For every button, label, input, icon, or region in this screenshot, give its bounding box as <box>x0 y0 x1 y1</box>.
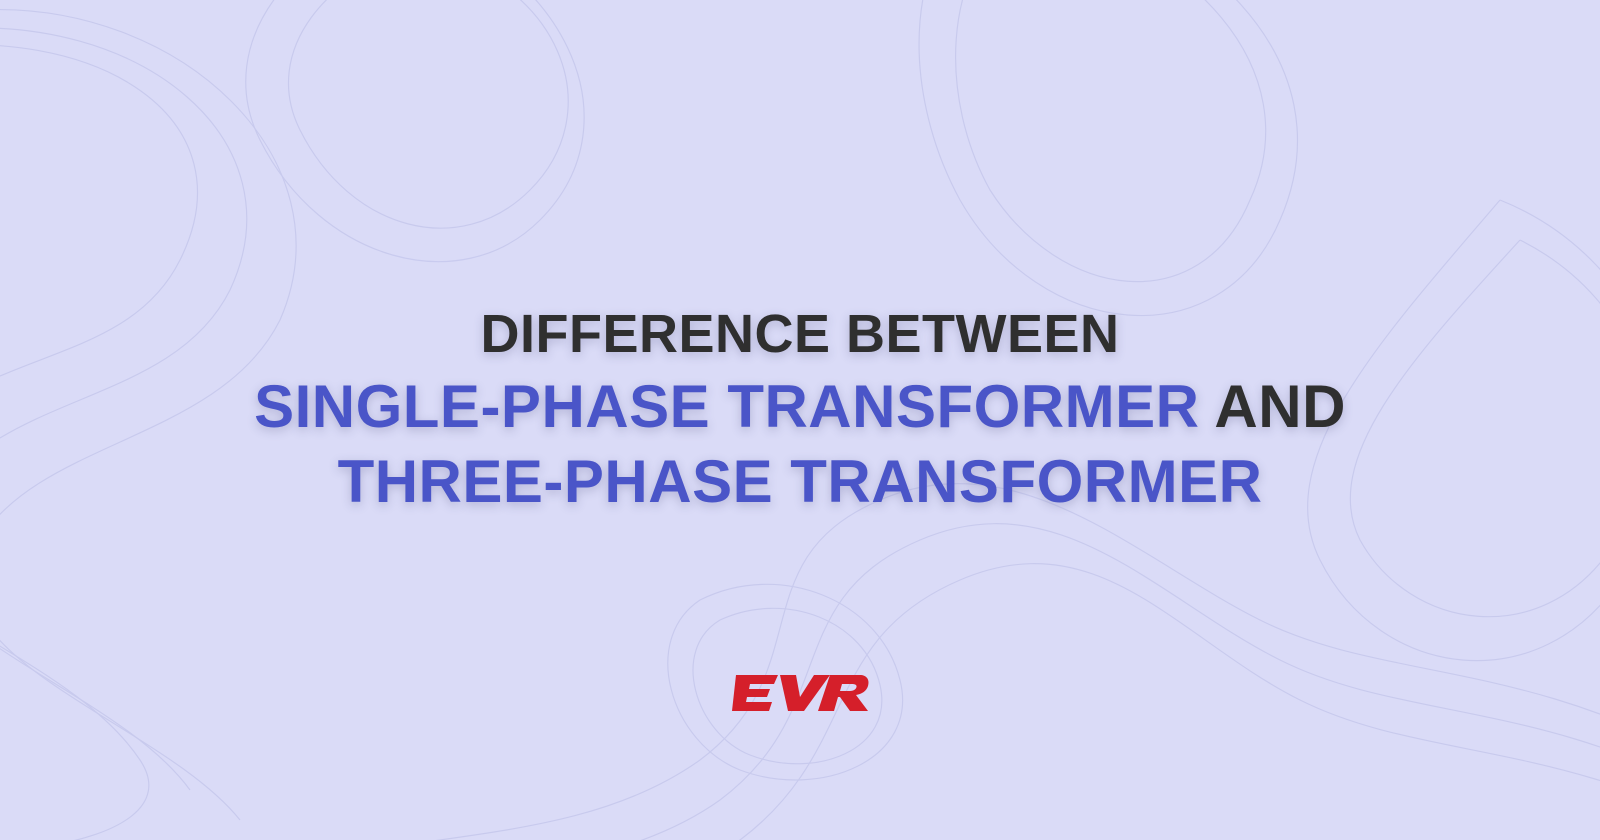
headline-line-2-highlight: SINGLE-PHASE TRANSFORMER <box>254 373 1199 440</box>
headline-line-2: SINGLE-PHASE TRANSFORMER AND <box>254 369 1346 444</box>
evr-logo-icon <box>730 667 870 715</box>
brand-logo <box>730 667 870 720</box>
content-area: DIFFERENCE BETWEEN SINGLE-PHASE TRANSFOR… <box>0 0 1600 840</box>
headline-line-1: DIFFERENCE BETWEEN <box>254 301 1346 369</box>
headline-block: DIFFERENCE BETWEEN SINGLE-PHASE TRANSFOR… <box>254 301 1346 519</box>
headline-line-3: THREE-PHASE TRANSFORMER <box>254 444 1346 519</box>
headline-line-2-suffix: AND <box>1199 373 1345 440</box>
